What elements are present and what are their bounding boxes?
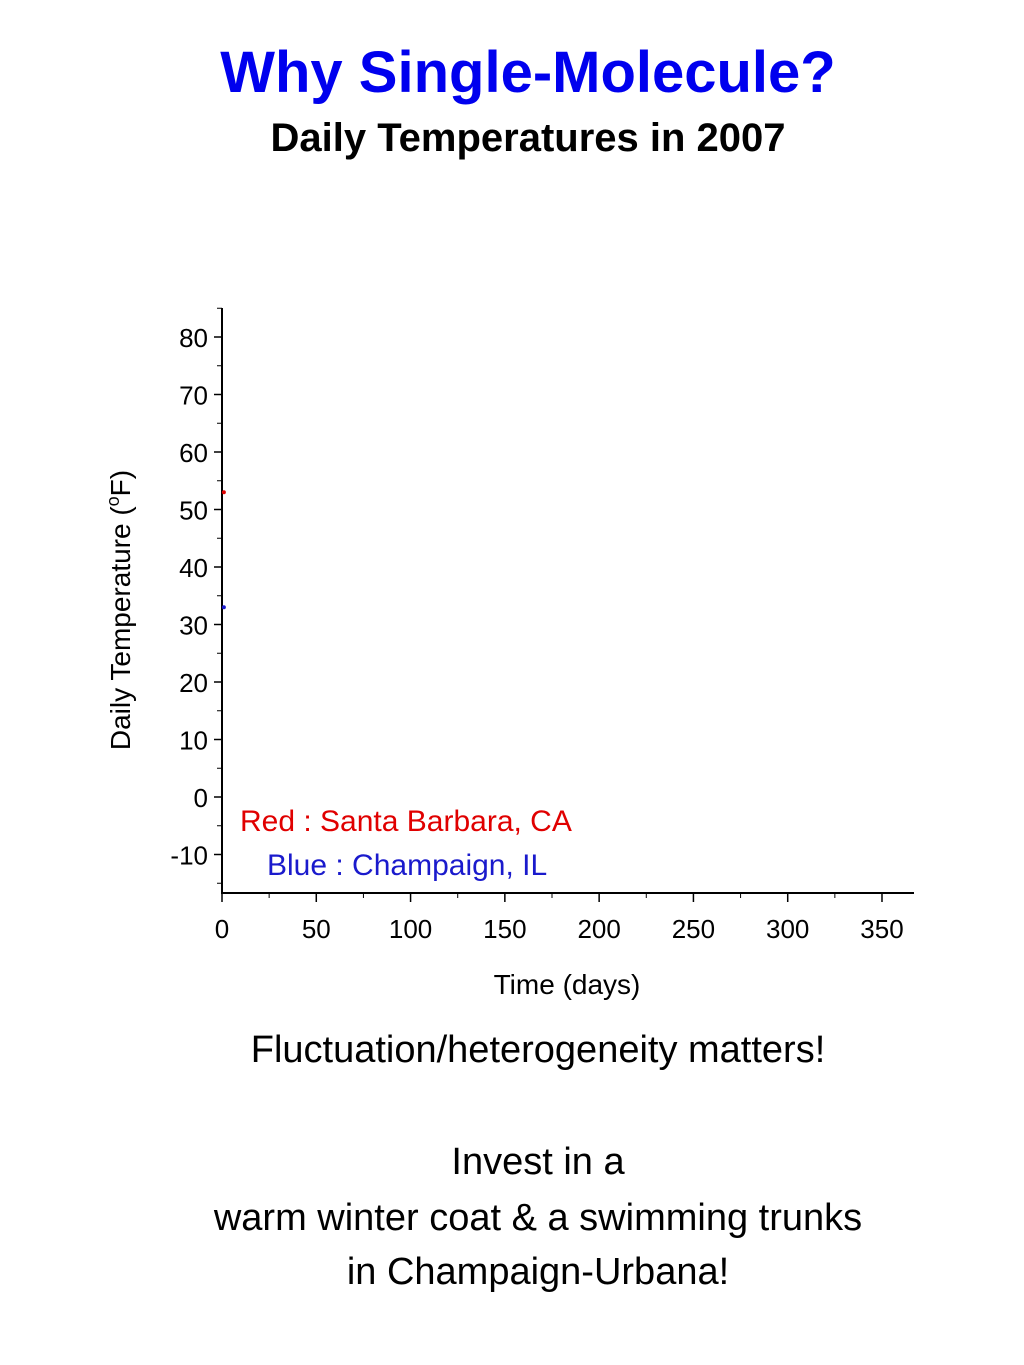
x-tick-label: 100 bbox=[389, 914, 432, 944]
y-axis-label-degree: o bbox=[103, 496, 123, 506]
x-tick-label: 200 bbox=[577, 914, 620, 944]
x-axis-ticks: 0 50 100 150 200 250 300 350 bbox=[215, 893, 904, 944]
data-point bbox=[221, 490, 226, 495]
data-points bbox=[221, 490, 226, 610]
x-tick-label: 150 bbox=[483, 914, 526, 944]
data-point bbox=[221, 605, 226, 610]
y-tick-label: 20 bbox=[179, 668, 208, 698]
y-axis-label-main: Daily Temperature ( bbox=[105, 506, 136, 750]
y-tick-label: 70 bbox=[179, 381, 208, 411]
y-tick-label: 60 bbox=[179, 438, 208, 468]
slide-subtitle: Daily Temperatures in 2007 bbox=[270, 116, 786, 160]
y-tick-label: 50 bbox=[179, 496, 208, 526]
legend-champaign: Blue : Champaign, IL bbox=[267, 849, 547, 882]
temperature-chart: -10 0 10 20 30 40 50 60 70 80 0 50 100 150 200 250 300 3… bbox=[103, 307, 914, 1000]
body-line-4: in Champaign-Urbana! bbox=[346, 1251, 730, 1293]
x-axis-label: Time (days) bbox=[494, 969, 641, 1000]
x-tick-label: 300 bbox=[766, 914, 809, 944]
x-tick-label: 0 bbox=[215, 914, 229, 944]
y-tick-label: 40 bbox=[179, 553, 208, 583]
legend-santa-barbara: Red : Santa Barbara, CA bbox=[240, 805, 572, 838]
y-tick-label: 0 bbox=[194, 783, 208, 813]
y-axis-ticks: -10 0 10 20 30 40 50 60 70 80 bbox=[170, 307, 222, 884]
slide-title: Why Single-Molecule? bbox=[220, 40, 836, 105]
body-line-2: Invest in a bbox=[451, 1141, 625, 1183]
y-tick-label: -10 bbox=[170, 841, 208, 871]
x-tick-label: 50 bbox=[302, 914, 331, 944]
body-line-3: warm winter coat & a swimming trunks bbox=[213, 1197, 863, 1239]
y-axis-label: Daily Temperature (oF) bbox=[103, 470, 136, 750]
x-tick-label: 350 bbox=[860, 914, 903, 944]
x-tick-label: 250 bbox=[672, 914, 715, 944]
y-tick-label: 30 bbox=[179, 611, 208, 641]
y-axis-label-unit: F) bbox=[105, 470, 136, 496]
body-line-1: Fluctuation/heterogeneity matters! bbox=[250, 1029, 826, 1071]
y-tick-label: 10 bbox=[179, 726, 208, 756]
y-tick-label: 80 bbox=[179, 323, 208, 353]
